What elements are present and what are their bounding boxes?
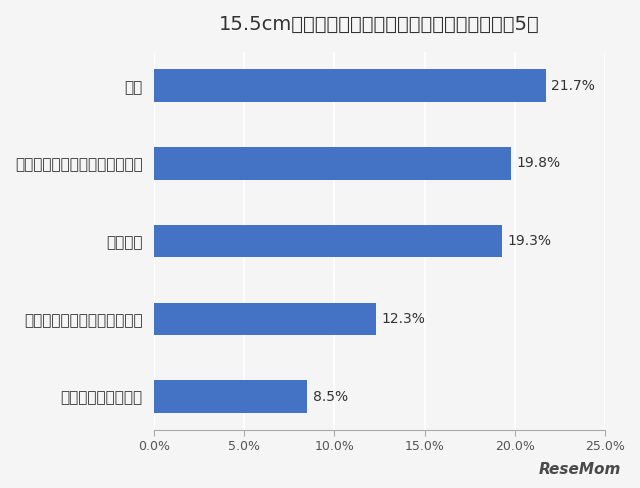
Text: ReseMom: ReseMom: [538, 462, 621, 477]
Title: 15.5cm以下、購入時に最も重視したこと（ベスト5）: 15.5cm以下、購入時に最も重視したこと（ベスト5）: [219, 15, 540, 34]
Text: 21.7%: 21.7%: [551, 79, 595, 93]
Bar: [154, 69, 545, 102]
Bar: [154, 303, 376, 335]
Text: 8.5%: 8.5%: [313, 389, 348, 404]
Bar: [154, 147, 511, 180]
Text: 19.8%: 19.8%: [516, 157, 561, 170]
Bar: [154, 225, 502, 258]
Bar: [154, 380, 307, 413]
Text: 12.3%: 12.3%: [381, 312, 425, 326]
Text: 19.3%: 19.3%: [508, 234, 552, 248]
